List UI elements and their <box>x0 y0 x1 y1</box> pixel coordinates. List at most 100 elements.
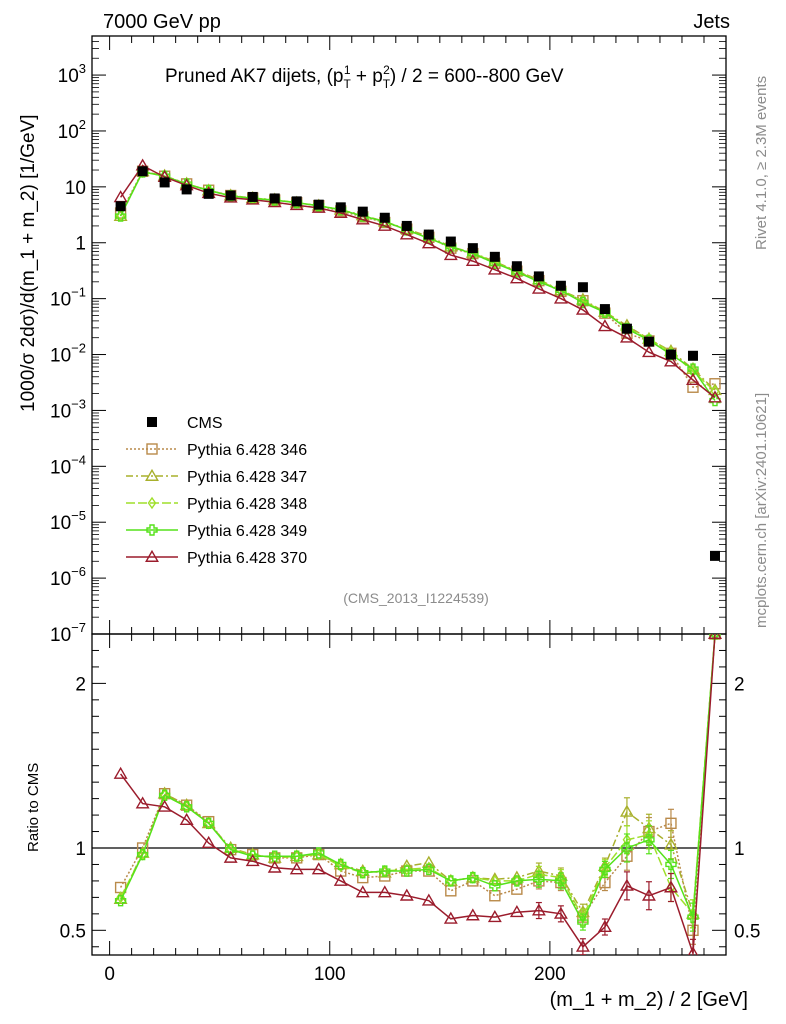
title-plus: + p <box>351 66 383 87</box>
legend-marker-p346 <box>146 443 158 455</box>
y-tick-label: 10−2 <box>50 341 86 367</box>
data-point-p370 <box>531 281 546 294</box>
y-tick-label: 10 <box>65 178 86 199</box>
data-point-p349 <box>555 875 567 887</box>
legend: CMS Pythia 6.428 346 Pythia 6.428 347 Pythi… <box>126 415 307 567</box>
data-point-cms <box>555 280 566 291</box>
data-point-p370 <box>267 860 282 873</box>
data-point-p370 <box>421 236 436 249</box>
data-point-p346 <box>709 378 721 390</box>
data-point-p370 <box>509 271 524 284</box>
data-point-p349 <box>335 858 347 871</box>
header-left: 7000 GeV pp <box>103 11 221 33</box>
legend-marker-cms <box>147 417 157 427</box>
y-tick-label: 102 <box>58 117 86 143</box>
data-point-p370 <box>465 253 480 267</box>
legend-marker-p347 <box>145 468 159 481</box>
data-point-p370 <box>509 905 524 918</box>
data-point-p349 <box>511 875 523 887</box>
data-point-p370 <box>553 906 568 919</box>
series-line-p349 <box>119 171 716 402</box>
legend-marker-p349 <box>146 524 158 536</box>
ratio-ylabel: Ratio to CMS <box>25 763 42 852</box>
ratio-frame <box>91 633 727 956</box>
main-ylabel: 1000/σ 2dσ)/d(m_1 + m_2) [1/GeV] <box>18 114 39 412</box>
data-point-p370 <box>399 888 414 901</box>
data-point-p349 <box>136 848 149 861</box>
data-point-cms <box>709 550 720 561</box>
data-point-p370 <box>399 227 414 240</box>
data-point-p370 <box>597 919 612 932</box>
plot-title: Pruned AK7 dijets, (pT1 + pT2) / 2 = 600… <box>165 63 564 91</box>
x-tick-label: 0 <box>104 964 115 985</box>
legend-marker-p370 <box>145 549 159 562</box>
data-point-p370 <box>179 812 194 825</box>
data-point-p370 <box>487 909 502 923</box>
side-label-rivet: Rivet 4.1.0, ≥ 2.3M events <box>753 76 770 250</box>
data-point-p370 <box>157 799 172 812</box>
series-line-p370 <box>119 164 716 399</box>
y-tick-base: 10 <box>50 290 71 311</box>
y-tick-base: 10 <box>50 625 71 646</box>
y-tick-label: 10−1 <box>50 285 86 311</box>
data-point-p370 <box>531 903 546 916</box>
data-point-p349 <box>643 834 655 846</box>
data-point-p370 <box>311 862 326 875</box>
data-point-p347 <box>487 872 502 885</box>
data-point-p370 <box>113 766 128 779</box>
title-sup2: 2 <box>383 63 390 77</box>
data-point-cms <box>489 251 500 262</box>
data-point-p370 <box>575 939 590 952</box>
legend-entry-p346: Pythia 6.428 346 <box>126 442 307 459</box>
y-tick-base: 10 <box>50 457 71 478</box>
data-point-cms <box>467 243 478 254</box>
y-tick-exp: −2 <box>71 341 86 356</box>
data-point-p370 <box>377 218 392 231</box>
legend-label-p347: Pythia 6.428 347 <box>187 469 307 486</box>
data-point-p370 <box>664 354 678 367</box>
y-tick-exp: −1 <box>71 285 86 300</box>
y-tick-label: 10−3 <box>50 396 86 422</box>
data-point-p347 <box>619 804 634 817</box>
data-point-p349 <box>489 880 501 892</box>
data-point-p349 <box>533 873 545 885</box>
data-point-cms <box>687 350 698 361</box>
legend-label-p370: Pythia 6.428 370 <box>187 550 307 567</box>
data-point-cms <box>203 188 214 199</box>
y-tick-base: 10 <box>50 346 71 367</box>
data-point-p349 <box>423 863 435 876</box>
data-point-cms <box>599 304 610 315</box>
data-point-p349 <box>379 865 391 877</box>
data-point-p370 <box>487 262 502 275</box>
y-tick-label: 103 <box>58 61 86 87</box>
data-point-p349 <box>687 363 699 375</box>
x-axis-label: (m_1 + m_2) / 2 [GeV] <box>550 989 748 1011</box>
data-point-p349 <box>445 875 457 887</box>
data-point-p370 <box>597 319 612 332</box>
data-point-cms <box>533 271 544 282</box>
data-point-cms <box>269 193 280 204</box>
data-point-p349 <box>269 850 281 862</box>
legend-entry-p348: Pythia 6.428 348 <box>126 496 307 513</box>
data-point-p349 <box>180 801 193 813</box>
data-point-p348 <box>336 859 346 873</box>
data-point-cms <box>511 261 522 272</box>
data-point-p370 <box>289 862 304 875</box>
title-sup1: 1 <box>344 63 351 77</box>
analysis-id: (CMS_2013_I1224539) <box>343 590 489 606</box>
legend-label-p349: Pythia 6.428 349 <box>187 523 307 540</box>
ratio-y-tick-label-left: 2 <box>75 674 86 695</box>
data-point-cms <box>335 202 346 213</box>
legend-entry-p347: Pythia 6.428 347 <box>126 468 307 486</box>
x-tick-label: 200 <box>534 964 566 985</box>
y-tick-base: 10 <box>50 569 71 590</box>
data-point-p370 <box>465 908 480 921</box>
data-point-p370 <box>135 796 150 809</box>
y-tick-label: 10−6 <box>50 564 86 590</box>
series-line-p346 <box>119 170 716 389</box>
data-point-cms <box>115 201 126 212</box>
data-point-cms <box>225 190 236 201</box>
